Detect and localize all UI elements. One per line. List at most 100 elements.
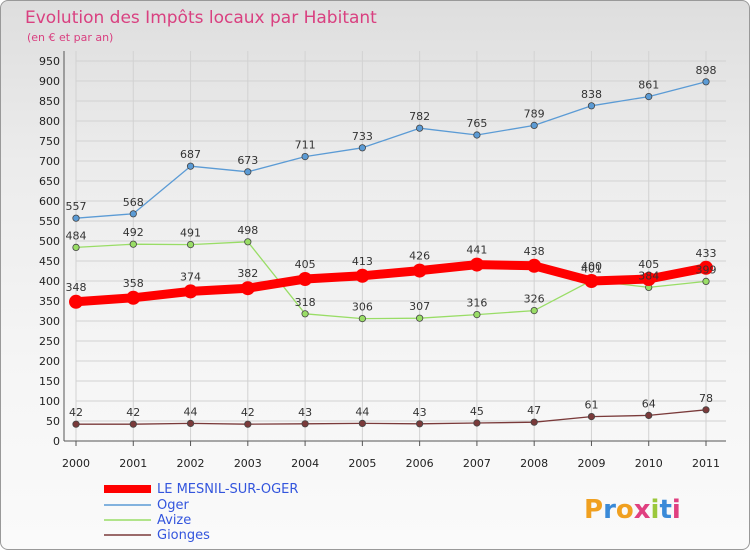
y-tick-label: 500 [39,235,60,248]
legend-label: Avize [157,513,191,528]
data-label: 382 [237,267,258,280]
legend-label: Gionges [157,528,210,543]
data-label: 405 [638,258,659,271]
series-line-1 [75,81,707,219]
data-label: 782 [409,110,430,123]
point [186,162,195,170]
legend-label: Oger [157,498,189,513]
point [186,419,195,427]
y-tick-label: 300 [39,315,60,328]
data-label: 433 [696,247,717,260]
point [412,263,427,278]
point [301,153,309,161]
point [416,124,424,132]
point [186,241,195,249]
y-tick-label: 950 [39,55,60,68]
data-label: 733 [352,130,373,143]
x-tick-label: 2001 [119,457,147,470]
x-tick-label: 2002 [177,457,205,470]
y-tick-label: 400 [39,275,60,288]
y-tick-label: 350 [39,295,60,308]
point [645,411,653,419]
data-label: 42 [69,406,83,419]
y-tick-label: 200 [39,355,60,368]
y-tick-label: 900 [39,75,60,88]
point [530,418,538,426]
data-label: 898 [696,64,717,77]
y-tick-label: 600 [39,195,60,208]
x-tick-label: 2007 [463,457,491,470]
x-tick-label: 2008 [520,457,548,470]
chart-title: Evolution des Impôts locaux par Habitant [25,8,377,28]
data-label: 326 [524,293,545,306]
point [301,420,309,428]
point [72,214,80,222]
point [129,210,137,218]
point [702,277,710,285]
y-tick-label: 850 [39,95,60,108]
y-tick-label: 150 [39,375,60,388]
chart-subtitle: (en € et par an) [27,31,113,44]
point [129,420,137,428]
data-label: 399 [696,263,717,276]
point [527,258,542,273]
data-label: 307 [409,300,430,313]
x-tick-label: 2011 [692,457,720,470]
point [416,314,424,322]
y-tick-label: 800 [39,115,60,128]
point [530,121,538,130]
x-tick-label: 2005 [348,457,376,470]
point [244,238,252,246]
data-label: 384 [638,269,659,282]
data-label: 44 [355,405,369,418]
data-label: 673 [237,154,258,167]
data-label: 45 [470,405,484,418]
data-label: 861 [638,79,659,92]
point [358,144,366,152]
grid [75,51,726,442]
data-label: 47 [527,404,541,417]
data-label: 44 [184,405,198,418]
data-label: 711 [295,139,316,152]
point [587,102,596,110]
data-labels: 484 492 491 498 318 306 307 316 326 401 384 399 557 5… [66,64,717,419]
data-label: 405 [295,258,316,271]
data-label: 316 [466,297,487,310]
point [358,419,366,427]
series-line-3 [75,409,707,425]
point [126,290,141,305]
axes: 0 50 100 150 200 250 300 350 400 450 500 550 600 650 7… [39,51,726,470]
point [530,306,538,315]
point [702,406,710,414]
point [702,78,710,86]
data-label: 765 [466,117,487,130]
data-label: 42 [241,406,255,419]
data-label: 492 [123,226,144,239]
point [473,419,481,427]
y-tick-label: 750 [39,135,60,148]
point [244,420,252,428]
data-label: 426 [409,250,430,263]
data-label: 43 [298,406,312,419]
data-label: 438 [524,245,545,258]
series-layer [69,78,713,428]
point [358,314,366,323]
data-label: 374 [180,270,201,283]
point [469,257,484,272]
data-label: 42 [126,406,140,419]
y-tick-label: 700 [39,155,60,168]
data-label: 789 [524,107,545,120]
data-label: 838 [581,88,602,101]
legend-label: LE MESNIL-SUR-OGER [157,482,298,497]
point [72,420,80,428]
point [301,310,309,318]
proxiti-logo: Proxiti [584,495,681,525]
x-tick-label: 2010 [635,457,663,470]
point [699,260,713,275]
y-tick-label: 100 [39,395,60,408]
y-tick-label: 450 [39,255,60,268]
point [72,243,80,251]
data-label: 318 [295,296,316,309]
